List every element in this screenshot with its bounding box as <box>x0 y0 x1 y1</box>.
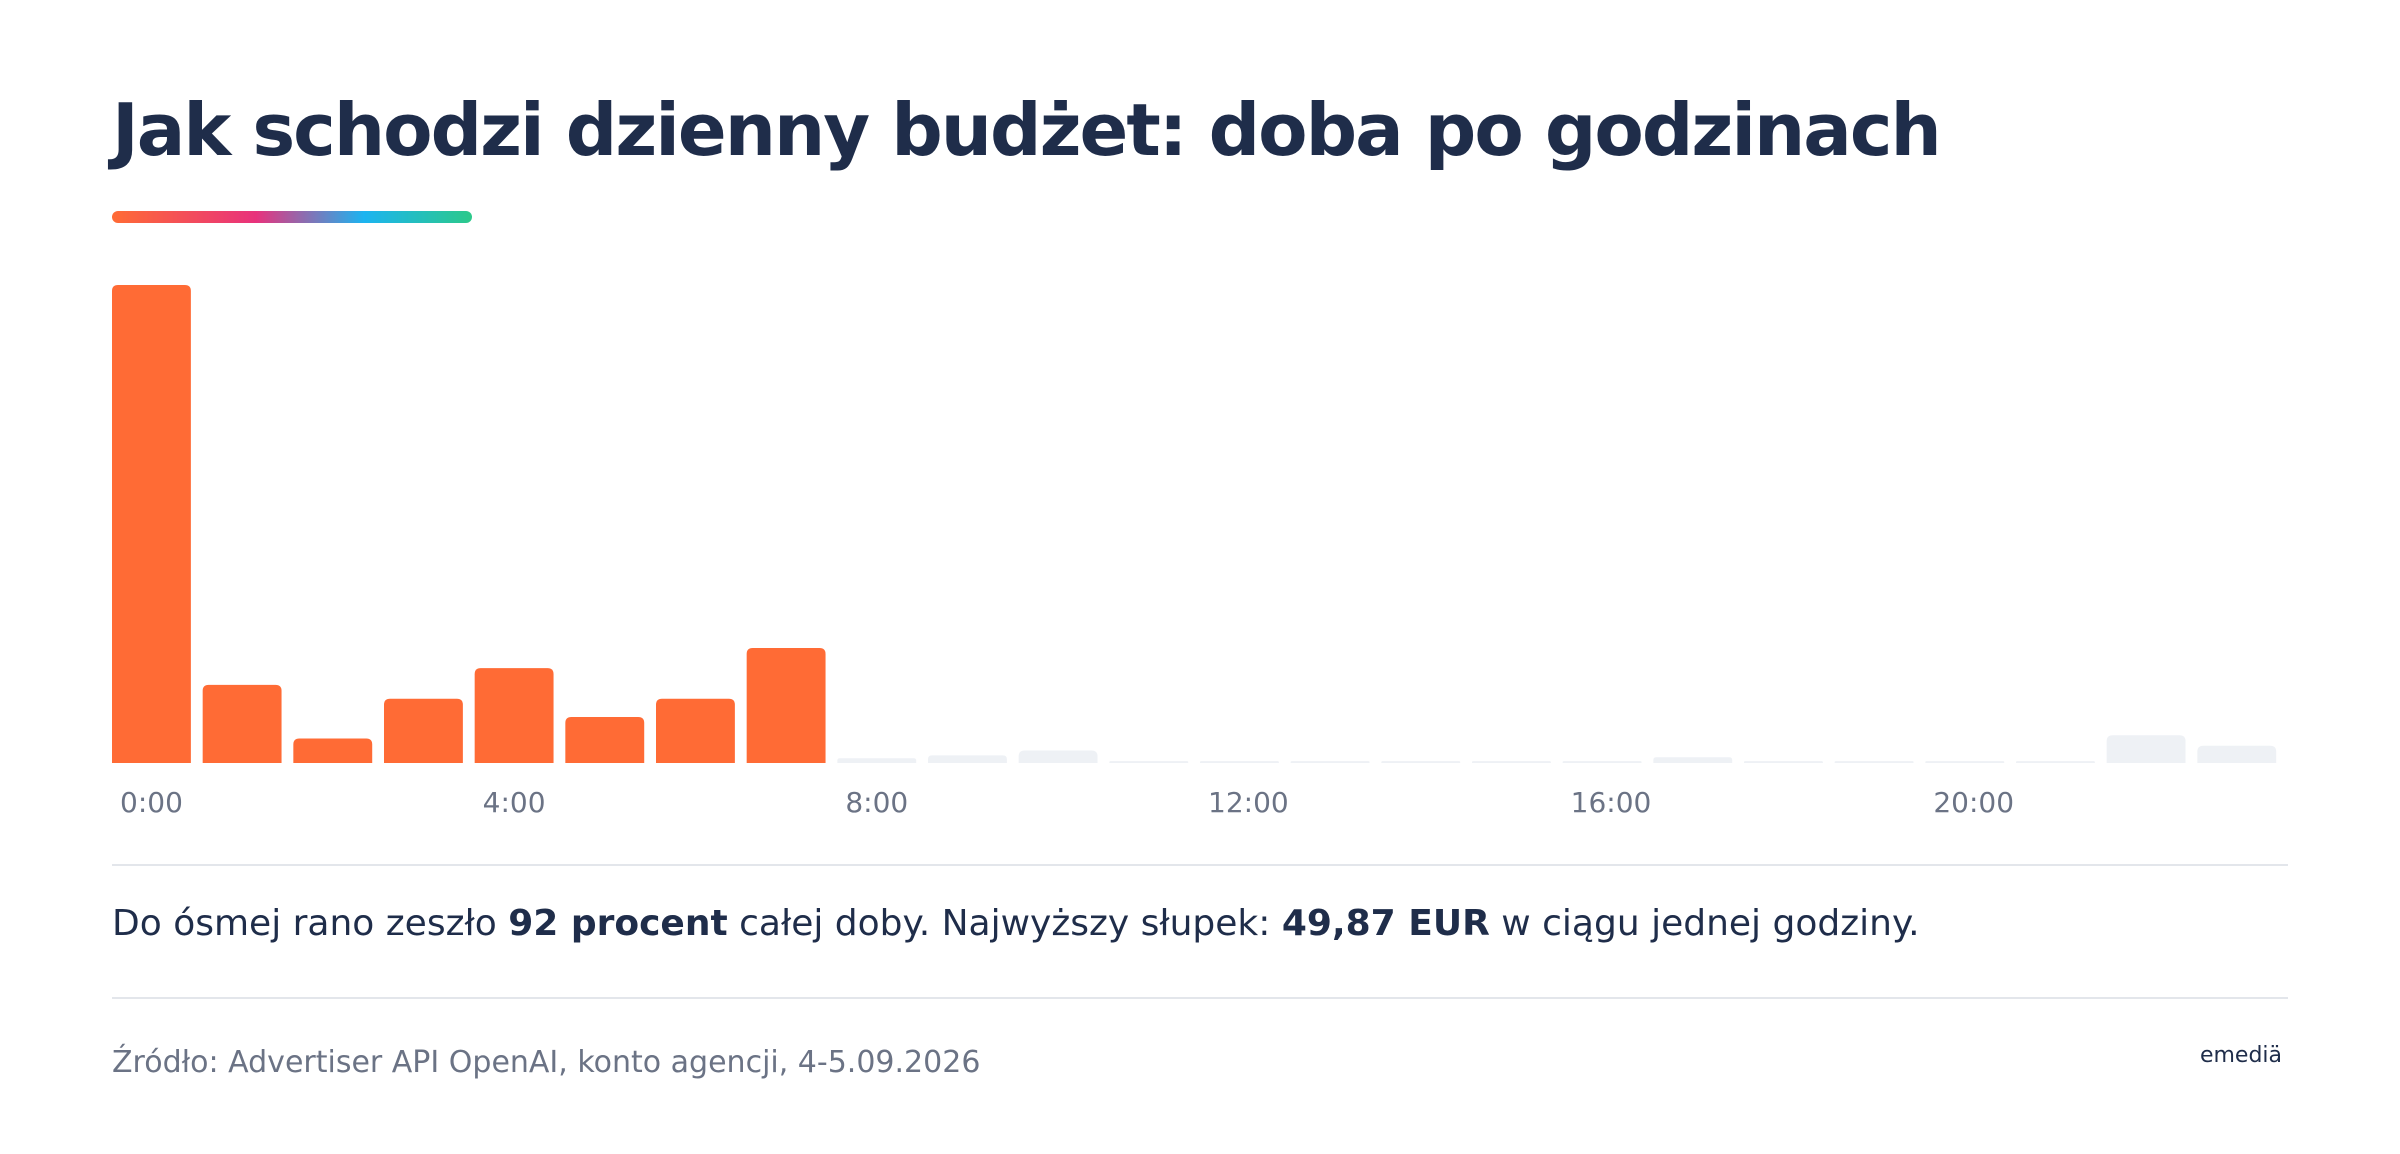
bar <box>474 668 554 763</box>
bar <box>1834 761 1914 763</box>
bar <box>293 738 373 763</box>
summary-part: 49,87 EUR <box>1282 903 1490 944</box>
summary-part: w ciągu jednej godziny. <box>1490 903 1920 944</box>
x-tick-label: 16:00 <box>1571 786 1652 819</box>
logo: emediä <box>2200 1043 2282 1068</box>
bar <box>1381 761 1461 763</box>
bar <box>112 285 191 763</box>
summary-part: całej doby. Najwyższy słupek: <box>728 903 1282 944</box>
chart-title: Jak schodzi dzienny budżet: doba po godz… <box>107 88 1940 172</box>
bar <box>1562 761 1642 763</box>
bar <box>1925 761 2005 763</box>
bar <box>746 647 826 763</box>
bar <box>1744 761 1823 763</box>
bar <box>1109 761 1189 763</box>
bar <box>1290 761 1370 763</box>
bar <box>837 758 917 763</box>
bar <box>1200 761 1279 763</box>
bar <box>565 716 645 763</box>
source: Źródło: Advertiser API OpenAI, konto age… <box>112 1044 980 1080</box>
summary-part: Do ósmej rano zeszło <box>112 903 508 944</box>
bar <box>1472 761 1551 763</box>
bar <box>2016 761 2095 763</box>
bar <box>202 684 282 763</box>
x-tick-label: 20:00 <box>1933 786 2014 819</box>
bar <box>928 755 1007 763</box>
summary: Do ósmej rano zeszło 92 procent całej do… <box>112 903 1920 944</box>
bar <box>1018 750 1098 763</box>
x-tick-label: 4:00 <box>483 786 546 819</box>
bar <box>2106 735 2186 763</box>
x-tick-label: 8:00 <box>845 786 908 819</box>
title-underline <box>112 211 472 223</box>
x-tick-label: 12:00 <box>1208 786 1289 819</box>
bar <box>1653 757 1733 763</box>
x-tick-label: 0:00 <box>120 786 183 819</box>
bar <box>2197 745 2277 763</box>
summary-part: 92 procent <box>508 903 727 944</box>
bar <box>656 698 735 763</box>
bar <box>384 698 463 763</box>
